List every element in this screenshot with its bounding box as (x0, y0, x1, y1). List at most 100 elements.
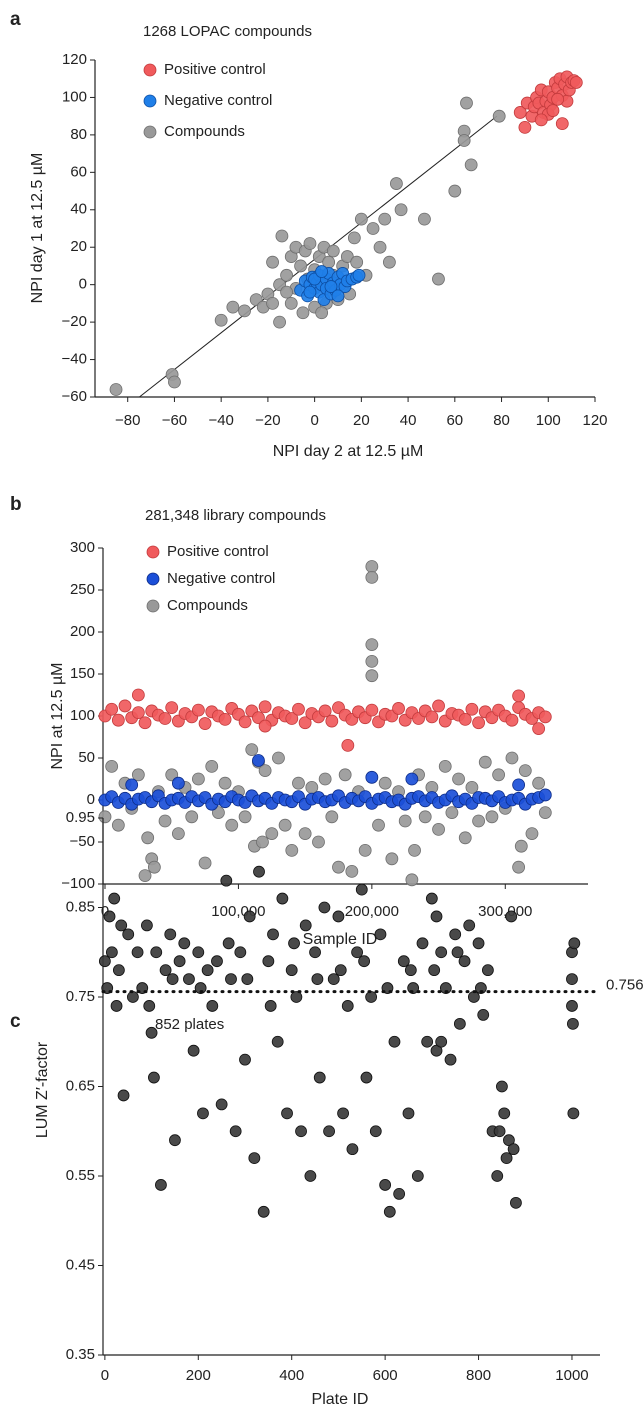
data-point (238, 715, 252, 729)
data-point (168, 375, 181, 389)
data-point (481, 964, 494, 977)
data-point (118, 699, 132, 713)
data-point (478, 755, 492, 769)
data-point (472, 937, 485, 950)
data-point (394, 203, 408, 217)
data-point (568, 937, 581, 950)
data-point (435, 946, 448, 959)
y-tick-label: 50 (78, 749, 95, 766)
data-point (505, 751, 519, 765)
data-point (253, 865, 265, 878)
x-tick-label: 0 (101, 1367, 109, 1384)
data-point (273, 315, 286, 329)
data-point (252, 754, 265, 767)
x-tick-label: 200,000 (345, 903, 399, 920)
data-point (365, 991, 378, 1003)
data-point (98, 810, 112, 824)
data-point (385, 852, 399, 866)
data-point (276, 892, 289, 905)
data-point (505, 713, 519, 727)
data-point (334, 964, 347, 977)
data-point (201, 964, 214, 977)
data-point (218, 776, 232, 790)
data-point (155, 1179, 167, 1191)
data-point (505, 910, 518, 923)
data-point (365, 703, 379, 717)
data-point (218, 712, 232, 726)
data-point (111, 818, 125, 832)
data-point (332, 910, 345, 923)
data-point (408, 844, 421, 857)
data-point (131, 688, 145, 702)
data-point (360, 1071, 373, 1084)
data-point (220, 874, 233, 887)
data-point (425, 710, 439, 724)
data-point (354, 212, 368, 226)
data-point (122, 928, 135, 941)
y-tick-label: 100 (62, 88, 87, 105)
y-tick-label: 20 (70, 238, 87, 255)
data-point (402, 1107, 415, 1120)
x-tick-label: 0 (310, 412, 318, 429)
data-point (397, 955, 410, 968)
data-point (340, 250, 354, 263)
data-point (198, 717, 212, 730)
data-point (105, 946, 118, 959)
data-point (165, 701, 179, 714)
x-tick-label: 1000 (555, 1367, 588, 1384)
legend-label: Compounds (164, 123, 245, 140)
x-tick-label: 0 (101, 903, 109, 920)
y-tick-label: 0 (87, 791, 95, 808)
data-point (518, 121, 532, 134)
data-point (238, 810, 252, 824)
data-point (171, 776, 185, 790)
legend-marker (146, 572, 160, 586)
data-point (444, 1053, 457, 1066)
x-tick-label: 800 (466, 1367, 491, 1384)
reference-label: 0.756 (606, 977, 643, 994)
data-point (365, 669, 379, 683)
data-point (211, 955, 223, 968)
x-tick-label: 60 (446, 412, 463, 429)
data-point (485, 810, 499, 824)
data-point (498, 1107, 511, 1120)
data-point (347, 231, 361, 245)
data-point (103, 910, 116, 923)
data-point (445, 806, 459, 819)
data-point (350, 255, 364, 269)
data-point (453, 1017, 466, 1030)
data-point (492, 109, 506, 123)
data-point (166, 973, 179, 985)
data-point (312, 835, 325, 849)
data-point (158, 814, 172, 828)
data-point (206, 1000, 219, 1012)
x-tick-label: 400 (279, 1367, 304, 1384)
data-point (465, 781, 479, 794)
y-axis-label: NPI day 1 at 12.5 µM (29, 153, 46, 304)
data-point (169, 1134, 181, 1147)
data-point (239, 1053, 251, 1066)
data-point (474, 982, 487, 994)
data-point (257, 1205, 270, 1218)
data-point (365, 571, 379, 584)
data-point (346, 1143, 359, 1156)
legend-marker (146, 545, 160, 559)
panel-label: b (10, 494, 22, 515)
y-tick-label: 0.35 (66, 1346, 95, 1363)
data-point (138, 716, 152, 730)
data-point (222, 937, 235, 950)
data-point (421, 1035, 434, 1048)
y-tick-label: 0.75 (66, 988, 95, 1005)
data-point (538, 710, 552, 724)
data-point (290, 991, 303, 1003)
panel-label: a (10, 9, 21, 30)
y-tick-label: 80 (70, 126, 87, 143)
data-point (458, 955, 471, 968)
data-point (205, 760, 219, 773)
x-tick-label: −60 (162, 412, 187, 429)
data-point (372, 818, 385, 832)
data-point (280, 268, 293, 282)
x-tick-label: −20 (255, 412, 280, 429)
data-point (285, 964, 298, 977)
data-point (327, 973, 340, 985)
